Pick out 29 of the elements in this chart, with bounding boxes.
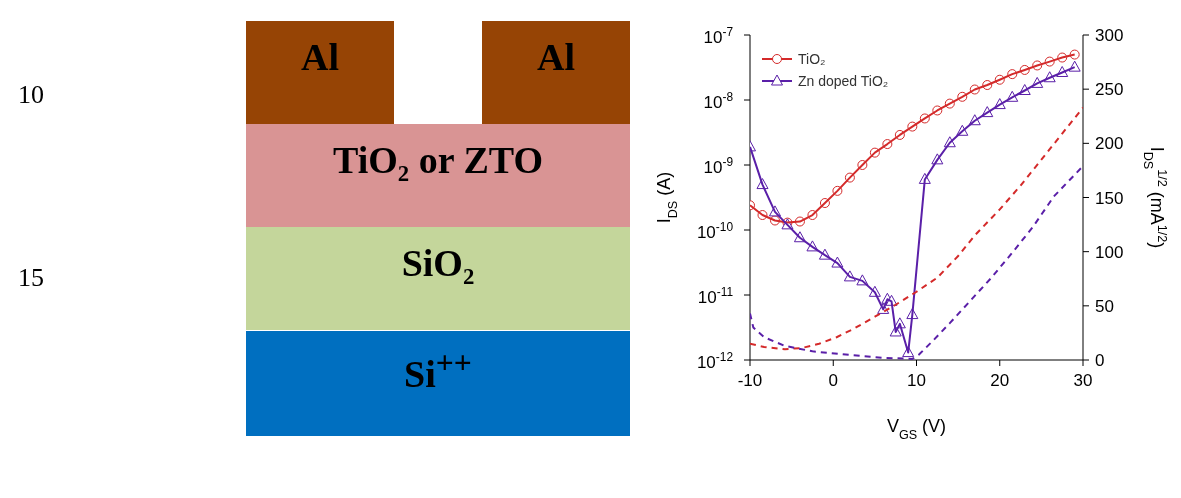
y2-tick-label: 150: [1095, 188, 1124, 208]
x-tick-label: 10: [907, 371, 926, 390]
text: SiO₂: [400, 241, 476, 285]
x-axis-title: V$_{GS}$ (V): [886, 416, 947, 442]
y-tick-label: 10$^{-10}$: [696, 220, 734, 242]
y2-tick-label: 50: [1095, 296, 1114, 316]
y-tick-label: 10$^{-12}$: [696, 350, 734, 372]
y-tick-label: 10$^{-11}$: [697, 285, 734, 307]
x-tick-label: 30: [1073, 371, 1093, 390]
x-tick-label: -10: [737, 371, 763, 390]
y2-tick-label: 200: [1095, 134, 1124, 154]
text: Al: [536, 35, 576, 79]
y2-tick-label: 250: [1095, 80, 1124, 100]
y2-tick-label: 0: [1095, 351, 1105, 370]
x-tick-label: 20: [990, 371, 1010, 390]
text: TiO₂ or ZTO: [332, 138, 544, 182]
text: Si$^{++}$: [403, 345, 473, 396]
y2-tick-label: 100: [1095, 242, 1124, 262]
text: 15: [18, 263, 44, 293]
legend-label: Zn doped TiO₂: [798, 73, 889, 89]
y-tick-label: 10$^{-7}$: [703, 25, 734, 47]
legend-label: TiO₂: [798, 51, 826, 67]
y2-tick-label: 300: [1095, 26, 1124, 45]
text: Al: [300, 35, 340, 79]
y-tick-label: 10$^{-9}$: [703, 155, 734, 177]
text: 10: [18, 80, 44, 110]
x-tick-label: 0: [828, 371, 838, 390]
y-tick-label: 10$^{-8}$: [703, 90, 734, 112]
line-series: [750, 106, 1083, 351]
